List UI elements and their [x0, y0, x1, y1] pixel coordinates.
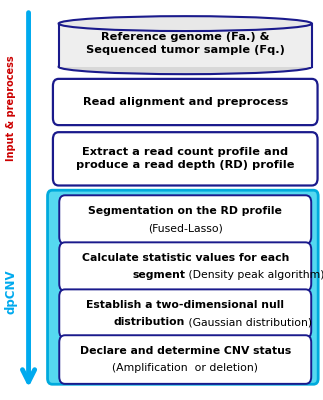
FancyBboxPatch shape [59, 195, 311, 244]
Text: Calculate statistic values for each: Calculate statistic values for each [81, 253, 289, 263]
FancyBboxPatch shape [53, 79, 318, 125]
Text: Input & preprocess: Input & preprocess [6, 55, 16, 161]
FancyBboxPatch shape [59, 24, 312, 67]
Text: Establish a two-dimensional null: Establish a two-dimensional null [86, 300, 284, 310]
Text: (Fused-Lasso): (Fused-Lasso) [148, 223, 223, 233]
FancyBboxPatch shape [59, 289, 311, 338]
Text: Read alignment and preprocess: Read alignment and preprocess [83, 97, 288, 107]
Text: Segmentation on the RD profile: Segmentation on the RD profile [88, 206, 282, 216]
FancyBboxPatch shape [59, 335, 311, 384]
Text: Declare and determine CNV status: Declare and determine CNV status [79, 346, 291, 356]
FancyBboxPatch shape [53, 132, 318, 186]
Text: segment: segment [132, 270, 185, 280]
Ellipse shape [58, 16, 312, 31]
Text: Reference genome (Fa.) &
Sequenced tumor sample (Fq.): Reference genome (Fa.) & Sequenced tumor… [86, 32, 285, 54]
FancyBboxPatch shape [47, 190, 318, 384]
Text: (Amplification  or deletion): (Amplification or deletion) [112, 363, 258, 373]
Text: dpCNV: dpCNV [5, 270, 18, 314]
FancyBboxPatch shape [59, 242, 311, 291]
Text: (Density peak algorithm): (Density peak algorithm) [185, 270, 323, 280]
Ellipse shape [58, 59, 312, 74]
Text: (Gaussian distribution): (Gaussian distribution) [185, 317, 312, 327]
Text: distribution: distribution [114, 317, 185, 327]
Text: Extract a read count profile and
produce a read depth (RD) profile: Extract a read count profile and produce… [76, 148, 295, 170]
